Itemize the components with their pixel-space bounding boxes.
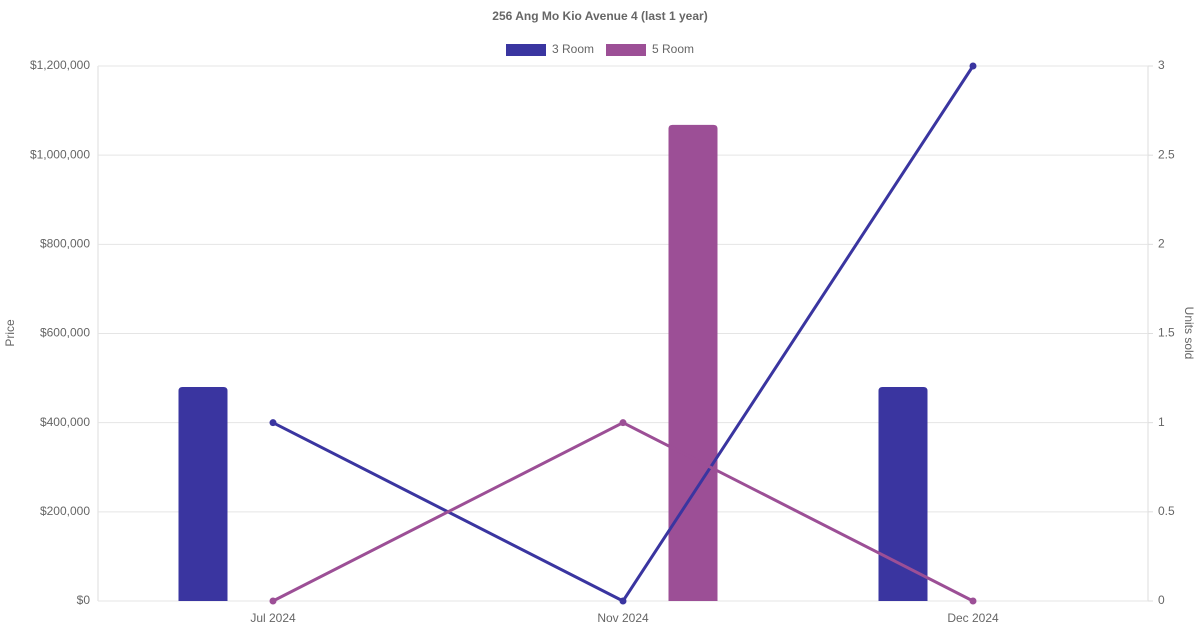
y2-tick-label: 0.5 (1158, 504, 1175, 518)
y2-axis-title: Units sold (1182, 307, 1196, 360)
point (269, 597, 277, 605)
point (619, 597, 627, 605)
x-tick-label: Nov 2024 (597, 611, 649, 625)
bar (668, 124, 718, 601)
legend-swatch[interactable] (506, 44, 546, 56)
y-tick-label: $0 (77, 593, 91, 607)
y-axis-title: Price (3, 319, 17, 347)
y-tick-label: $1,200,000 (30, 58, 90, 72)
y2-tick-label: 2.5 (1158, 147, 1175, 161)
legend-label[interactable]: 5 Room (652, 42, 694, 56)
bar (178, 387, 228, 601)
y-tick-label: $800,000 (40, 237, 90, 251)
y-tick-label: $600,000 (40, 326, 90, 340)
point (269, 419, 277, 427)
x-tick-label: Jul 2024 (250, 611, 296, 625)
y2-tick-label: 2 (1158, 237, 1165, 251)
legend-label[interactable]: 3 Room (552, 42, 594, 56)
x-tick-label: Dec 2024 (947, 611, 999, 625)
y2-tick-label: 0 (1158, 593, 1165, 607)
y2-tick-label: 3 (1158, 58, 1165, 72)
y-tick-label: $1,000,000 (30, 147, 90, 161)
point (969, 597, 977, 605)
bar (878, 387, 928, 601)
y2-tick-label: 1 (1158, 415, 1165, 429)
y2-tick-label: 1.5 (1158, 326, 1175, 340)
point (619, 419, 627, 427)
point (969, 62, 977, 70)
chart-title: 256 Ang Mo Kio Avenue 4 (last 1 year) (492, 9, 707, 23)
y-tick-label: $400,000 (40, 415, 90, 429)
legend-swatch[interactable] (606, 44, 646, 56)
y-tick-label: $200,000 (40, 504, 90, 518)
